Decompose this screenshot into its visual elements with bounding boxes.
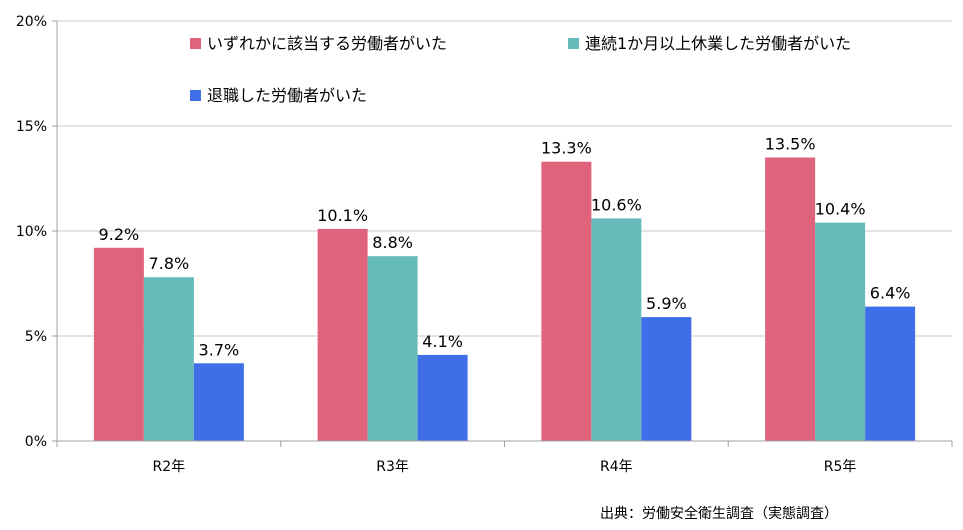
bar — [93, 247, 144, 441]
bar — [367, 256, 418, 441]
legend-swatch — [190, 38, 201, 49]
x-tick-label: R4年 — [600, 459, 633, 475]
legend-label: 連続1か月以上休業した労働者がいた — [585, 34, 851, 53]
data-labels: 9.2% 7.8% 3.7% 10.1%8.8% 4.1% 13.3% 10.6% 5.9% 1… — [99, 135, 911, 360]
y-axis: 0% 5% 10% 15% 20% — [16, 14, 58, 450]
bar — [641, 317, 692, 441]
bar — [765, 157, 816, 441]
data-label: 10.1% — [317, 206, 368, 225]
bar — [815, 222, 866, 441]
y-tick-label: 10% — [16, 224, 47, 240]
x-axis: R2年 R3年 R4年 R5年 — [56, 440, 953, 475]
bars — [93, 157, 916, 441]
legend: いずれかに該当する労働者がいた 連続1か月以上休業した労働者がいた退職した労働者が… — [190, 34, 851, 105]
data-label: 7.8% — [149, 254, 190, 273]
legend-swatch — [568, 38, 579, 49]
data-label: 10.4% — [815, 200, 866, 219]
data-label: 9.2% — [99, 225, 140, 244]
bar — [541, 161, 592, 441]
data-label: 3.7% — [199, 340, 240, 359]
bar — [143, 277, 194, 441]
y-tick-label: 20% — [16, 14, 47, 30]
y-tick-label: 15% — [16, 119, 47, 135]
data-label: 8.8% — [372, 233, 413, 252]
bar — [417, 354, 468, 441]
data-label: 4.1% — [422, 332, 463, 351]
bar — [193, 363, 244, 441]
x-tick-label: R2年 — [153, 459, 186, 475]
bar — [317, 228, 368, 441]
source-note: 出典：労働安全衛生調査（実態調査） — [600, 505, 838, 522]
x-tick-label: R3年 — [376, 459, 409, 475]
data-label: 13.3% — [541, 139, 592, 158]
data-label: 13.5% — [765, 135, 816, 154]
legend-label: いずれかに該当する労働者がいた — [207, 34, 447, 53]
y-tick-label: 5% — [25, 329, 47, 345]
data-label: 6.4% — [870, 284, 911, 303]
legend-label: 退職した労働者がいた — [207, 86, 367, 105]
data-label: 5.9% — [646, 294, 687, 313]
bar — [865, 306, 916, 441]
legend-swatch — [190, 90, 201, 101]
data-label: 10.6% — [591, 195, 642, 214]
bar — [591, 218, 642, 441]
x-tick-label: R5年 — [824, 459, 857, 475]
y-tick-label: 0% — [25, 434, 47, 450]
